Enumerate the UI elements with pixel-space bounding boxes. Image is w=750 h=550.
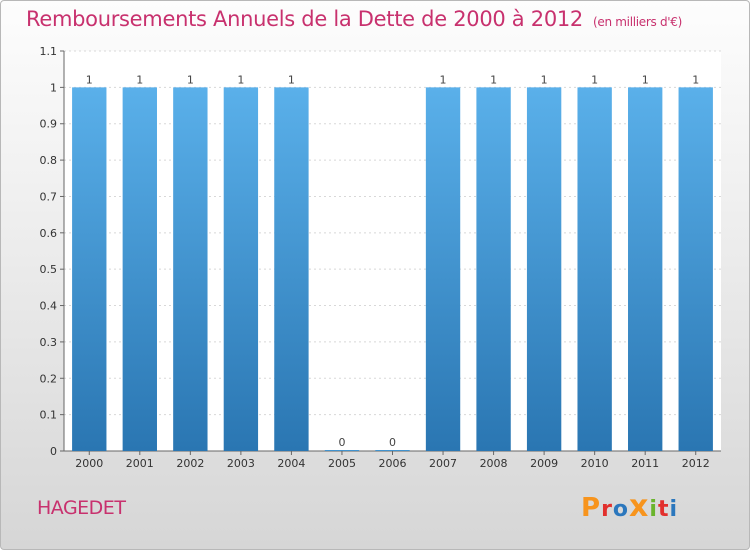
bar-2003 (223, 87, 259, 451)
y-tick-label: 0 (50, 445, 57, 458)
y-tick-label: 0.4 (40, 300, 58, 313)
bar-2000 (72, 87, 107, 451)
bar-2005 (324, 450, 360, 451)
x-tick-label-2009: 2009 (530, 457, 558, 470)
bar-2008 (476, 87, 511, 451)
value-label-2006: 0 (389, 436, 396, 449)
bar-2002 (173, 87, 208, 451)
commune-name: HAGEDET (37, 497, 126, 519)
x-tick-label-2006: 2006 (379, 457, 407, 470)
bar-2011 (628, 87, 663, 451)
value-label-2004: 1 (288, 73, 295, 86)
chart-unit: (en milliers d'€) (593, 15, 683, 29)
logo-letter: x (629, 489, 650, 524)
logo-letter: P (581, 493, 602, 523)
y-tick-label: 0.5 (40, 263, 58, 276)
bar-2006 (375, 450, 410, 451)
value-label-2007: 1 (440, 73, 447, 86)
value-label-2008: 1 (490, 73, 497, 86)
value-label-2001: 1 (136, 73, 143, 86)
value-label-2000: 1 (86, 73, 93, 86)
y-tick-label: 1 (50, 81, 57, 94)
proxiti-logo: Proxiti (581, 489, 678, 524)
bar-2012 (678, 87, 713, 451)
logo-letter: i (649, 497, 658, 522)
x-tick-label-2003: 2003 (227, 457, 255, 470)
bar-2007 (425, 87, 461, 451)
x-tick-label-2011: 2011 (631, 457, 659, 470)
y-tick-label: 1.1 (40, 45, 58, 58)
y-tick-label: 0.9 (40, 118, 58, 131)
y-tick-label: 0.3 (40, 336, 58, 349)
logo-letter: o (612, 497, 630, 522)
x-tick-label-2001: 2001 (126, 457, 154, 470)
y-tick-label: 0.1 (40, 409, 58, 422)
value-label-2011: 1 (642, 73, 649, 86)
y-tick-label: 0.8 (40, 154, 58, 167)
bar-2004 (274, 87, 309, 451)
value-label-2003: 1 (237, 73, 244, 86)
x-tick-label-2004: 2004 (277, 457, 305, 470)
x-tick-label-2010: 2010 (581, 457, 609, 470)
bar-2010 (577, 87, 612, 451)
logo-letter: i (669, 497, 679, 522)
chart-title-text: Remboursements Annuels de la Dette de 20… (26, 7, 583, 31)
x-tick-label-2012: 2012 (682, 457, 710, 470)
chart-title: Remboursements Annuels de la Dette de 20… (26, 7, 682, 31)
value-label-2012: 1 (692, 73, 699, 86)
value-label-2009: 1 (541, 73, 548, 86)
y-tick-label: 0.6 (40, 227, 58, 240)
bar-2009 (526, 87, 562, 451)
y-tick-label: 0.7 (40, 190, 58, 203)
x-tick-label-2002: 2002 (176, 457, 204, 470)
value-label-2002: 1 (187, 73, 194, 86)
value-label-2005: 0 (338, 436, 345, 449)
value-label-2010: 1 (591, 73, 598, 86)
x-tick-label-2008: 2008 (480, 457, 508, 470)
bar-2001 (122, 87, 157, 451)
logo-letter: t (657, 497, 670, 522)
x-tick-label-2000: 2000 (75, 457, 103, 470)
x-tick-label-2005: 2005 (328, 457, 356, 470)
y-tick-label: 0.2 (40, 372, 58, 385)
plot-area (64, 51, 721, 451)
logo-letter: r (601, 497, 613, 522)
x-tick-label-2007: 2007 (429, 457, 457, 470)
